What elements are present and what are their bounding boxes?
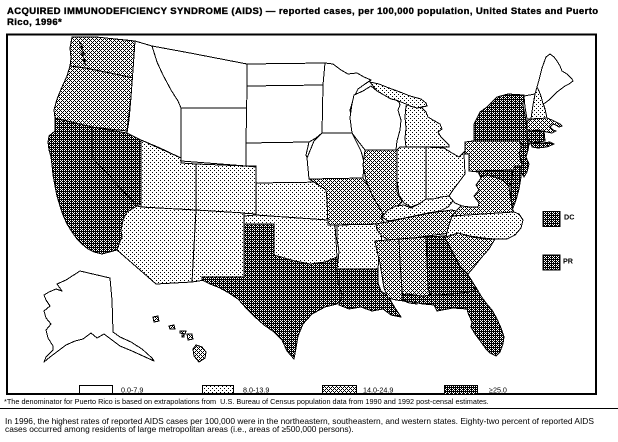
svg-text:14.0-24.9: 14.0-24.9 — [363, 386, 393, 395]
svg-text:DC: DC — [564, 213, 574, 222]
svg-text:0.0-7.9: 0.0-7.9 — [121, 386, 143, 395]
svg-text:≥25.0: ≥25.0 — [489, 386, 507, 395]
svg-text:PR: PR — [563, 257, 574, 266]
svg-text:8.0-13.9: 8.0-13.9 — [243, 386, 269, 395]
